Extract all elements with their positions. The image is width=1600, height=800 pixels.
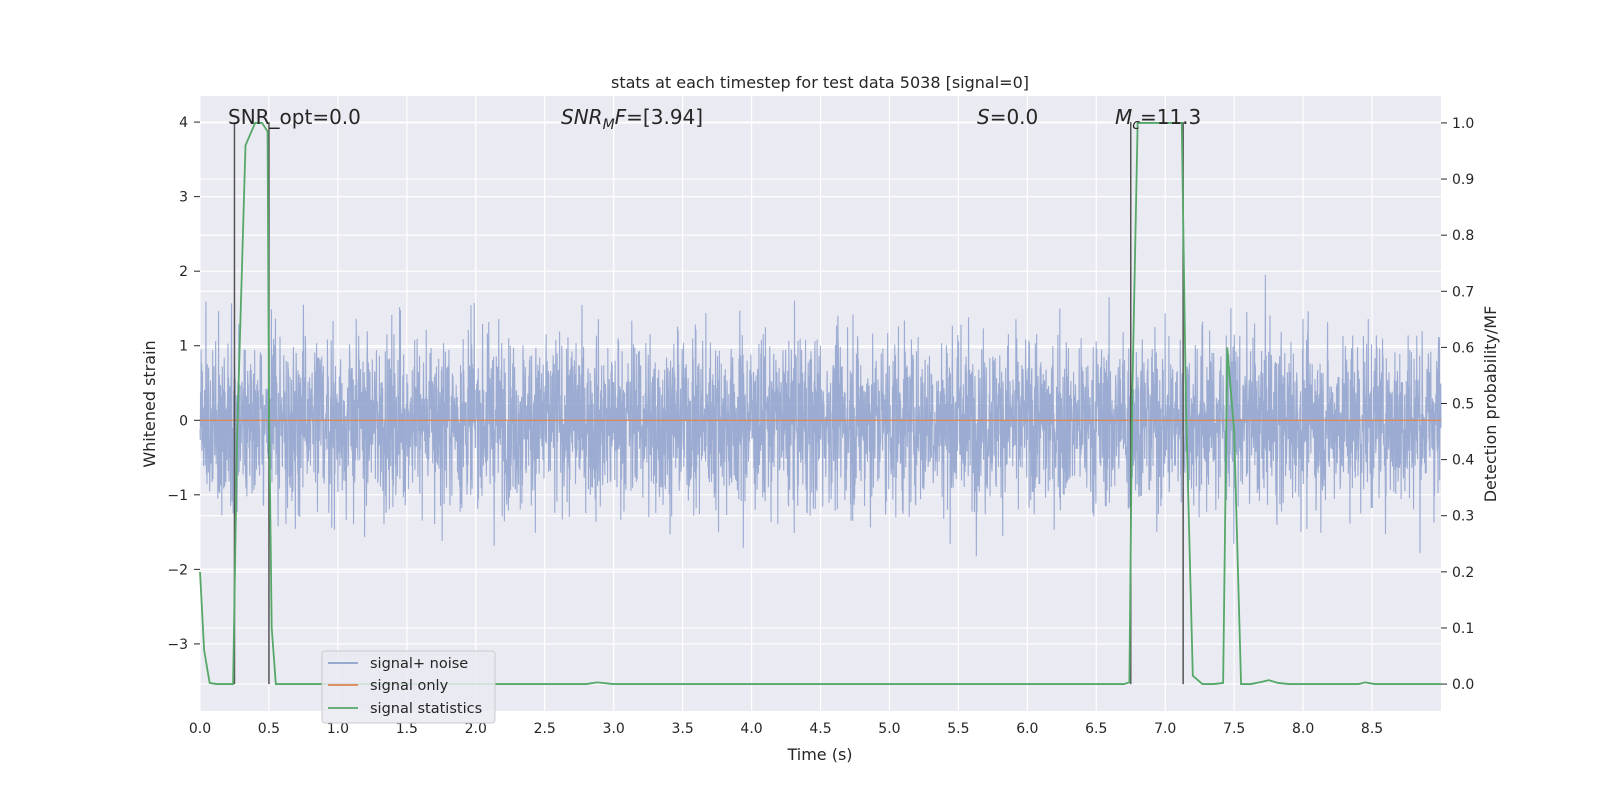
signal-noise-series (199, 274, 1442, 557)
y-right-tick-label: 0.9 (1452, 172, 1474, 188)
y-right-tick-label: 0.4 (1452, 453, 1474, 469)
y-tick-label: 3 (179, 190, 188, 206)
x-tick-label: 1.0 (327, 721, 349, 737)
y-axis-ticks: −3 −2 −1 0 1 2 3 4 (167, 115, 200, 653)
y-axis-label: Whitened strain (140, 340, 159, 467)
signal-noise-line (199, 274, 1442, 557)
y-tick-label: −2 (167, 562, 188, 578)
annotation-snr-opt: SNR_opt=0.0 (228, 105, 361, 129)
legend-label-signal-statistics: signal statistics (370, 701, 482, 717)
y-tick-label: 4 (179, 115, 188, 131)
x-tick-label: 0.5 (258, 721, 280, 737)
x-tick-label: 2.0 (465, 721, 487, 737)
x-tick-label: 1.5 (396, 721, 418, 737)
y-tick-label: −1 (167, 488, 188, 504)
legend-label-signal-only: signal only (370, 678, 449, 694)
x-tick-label: 5.5 (947, 721, 969, 737)
y-tick-label: 1 (179, 339, 188, 355)
y-right-axis-ticks: 0.0 0.1 0.2 0.3 0.4 0.5 0.6 0.7 0.8 0.9 1.0 (1441, 116, 1474, 693)
x-tick-label: 4.0 (740, 721, 762, 737)
x-tick-label: 4.5 (809, 721, 831, 737)
y-right-tick-label: 0.2 (1452, 565, 1474, 581)
y-right-tick-label: 0.1 (1452, 621, 1474, 637)
x-tick-label: 2.5 (534, 721, 556, 737)
x-tick-label: 3.5 (671, 721, 693, 737)
y-right-tick-label: 0.3 (1452, 509, 1474, 525)
x-tick-label: 5.0 (878, 721, 900, 737)
x-tick-label: 8.5 (1361, 721, 1383, 737)
x-tick-label: 7.5 (1223, 721, 1245, 737)
x-tick-label: 8.0 (1292, 721, 1314, 737)
y-right-axis-label: Detection probability/MF (1481, 306, 1500, 503)
x-tick-label: 0.0 (189, 721, 211, 737)
x-tick-label: 6.5 (1085, 721, 1107, 737)
annotation-mc: Mc=11.3 (1115, 105, 1201, 133)
y-right-tick-label: 0.8 (1452, 228, 1474, 244)
x-tick-label: 6.0 (1016, 721, 1038, 737)
y-tick-label: 0 (179, 413, 188, 429)
legend-box (321, 650, 496, 724)
signal-statistics-series (199, 122, 1441, 685)
legend-label-signal-noise: signal+ noise (370, 656, 468, 672)
chart-title: stats at each timestep for test data 503… (611, 73, 1029, 92)
annotation-s: S=0.0 (977, 105, 1038, 129)
annotation-snr-mf: SNRMF=[3.94] (561, 105, 703, 133)
legend: signal+ noise signal only signal statist… (321, 650, 496, 724)
y-right-tick-label: 1.0 (1452, 116, 1474, 132)
x-tick-label: 3.0 (603, 721, 625, 737)
y-right-tick-label: 0.5 (1452, 397, 1474, 413)
y-right-tick-label: 0.0 (1452, 677, 1474, 693)
signal-statistics-line (199, 122, 1441, 685)
y-right-tick-label: 0.6 (1452, 340, 1474, 356)
y-tick-label: 2 (179, 264, 188, 280)
y-right-tick-label: 0.7 (1452, 284, 1474, 300)
x-axis-ticks: 0.0 0.5 1.0 1.5 2.0 2.5 3.0 3.5 4.0 4.5 5.0 5.5 6.0 6… (189, 721, 1383, 737)
y-tick-label: −3 (167, 637, 188, 653)
x-axis-label: Time (s) (786, 745, 852, 764)
x-tick-label: 7.0 (1154, 721, 1176, 737)
